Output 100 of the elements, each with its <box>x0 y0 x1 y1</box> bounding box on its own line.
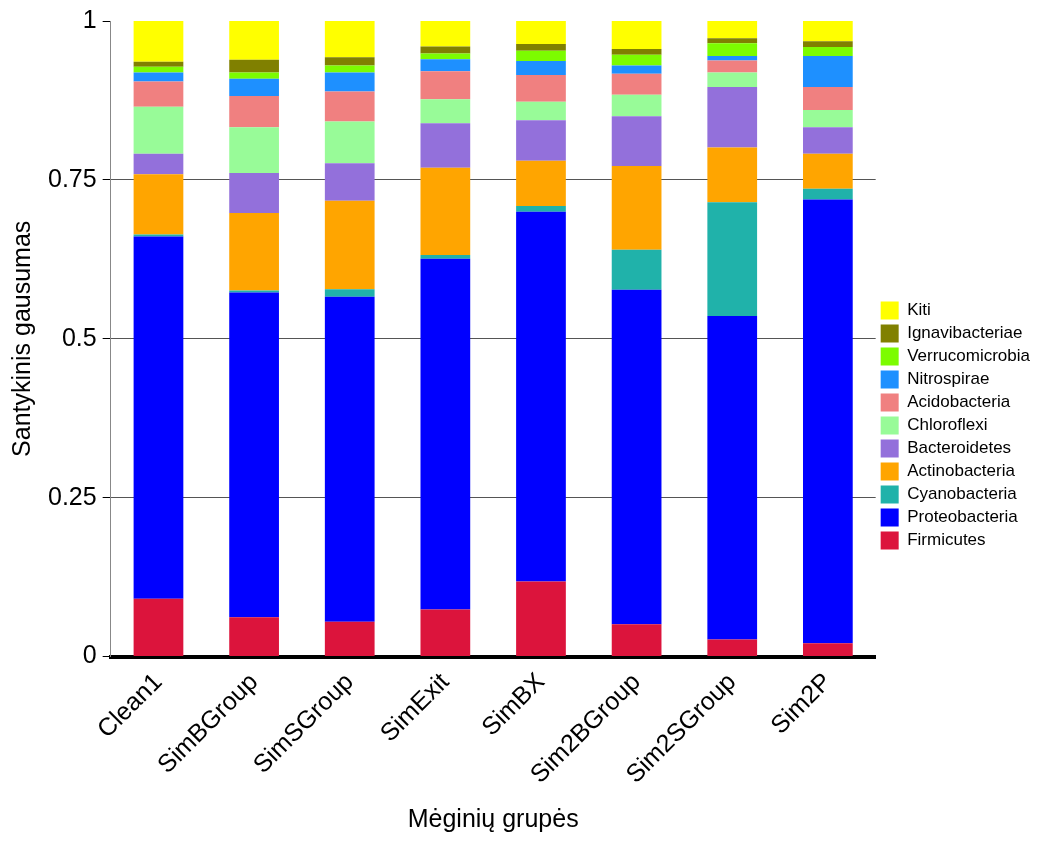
y-tick-label: 0 <box>82 640 97 669</box>
bar <box>324 21 375 58</box>
bar <box>229 127 279 173</box>
bar <box>707 202 758 316</box>
legend-label: Firmicutes <box>907 530 986 550</box>
bar <box>516 61 566 76</box>
bar <box>803 21 853 42</box>
bar <box>420 21 471 47</box>
bar <box>516 581 566 657</box>
bar <box>707 38 758 44</box>
y-tick-label: 0.5 <box>61 322 97 351</box>
bar <box>611 624 662 657</box>
bar <box>420 167 471 255</box>
legend-label: Verrucomicrobia <box>907 346 1031 366</box>
y-axis-title: Santykinis gausumas <box>6 220 35 457</box>
bar <box>133 61 184 67</box>
bar <box>324 289 375 297</box>
bar <box>611 116 662 166</box>
bar <box>707 87 758 148</box>
bar <box>803 47 853 56</box>
bar <box>229 21 279 60</box>
bar <box>324 163 375 201</box>
bar <box>324 72 375 92</box>
bar <box>420 254 471 259</box>
legend-label: Chloroflexi <box>907 415 988 435</box>
bar <box>611 65 662 74</box>
bar <box>803 153 853 189</box>
bar <box>611 165 662 250</box>
legend-label: Acidobacteria <box>907 392 1011 412</box>
bar <box>803 188 853 200</box>
bar <box>420 609 471 657</box>
bar <box>803 199 853 644</box>
bar <box>420 99 471 124</box>
bar <box>324 200 375 290</box>
legend-label: Ignavibacteriae <box>907 323 1023 343</box>
bar <box>516 50 566 62</box>
bar <box>707 639 758 657</box>
legend-label: Cyanobacteria <box>907 484 1018 504</box>
bar <box>133 106 184 154</box>
y-tick-label: 0.25 <box>47 481 97 510</box>
bar <box>707 43 758 56</box>
bar <box>707 60 758 73</box>
bar <box>420 53 471 60</box>
bar <box>229 212 279 291</box>
bar <box>324 621 375 657</box>
bar <box>516 75 566 102</box>
bar <box>133 174 184 235</box>
bar <box>229 617 279 657</box>
bar <box>420 46 471 54</box>
bar <box>420 71 471 100</box>
legend-label: Actinobacteria <box>907 461 1016 481</box>
bar <box>611 94 662 117</box>
bar <box>229 72 279 79</box>
y-tick-label: 0.75 <box>47 163 97 192</box>
legend-label: Bacteroidetes <box>907 438 1012 458</box>
bar <box>324 91 375 122</box>
bar <box>133 72 184 82</box>
bar <box>611 73 662 95</box>
x-axis-title: Mėginių grupės <box>407 803 579 832</box>
bar <box>516 21 566 44</box>
bar <box>803 55 853 88</box>
bar <box>133 236 184 599</box>
bar <box>324 65 375 73</box>
bar <box>516 120 566 161</box>
bar <box>611 289 662 625</box>
bar <box>229 172 279 213</box>
bar <box>420 59 471 72</box>
bar <box>229 78 279 96</box>
bar <box>516 211 566 582</box>
bar <box>133 81 184 107</box>
bar <box>229 96 279 128</box>
bar <box>611 21 662 49</box>
bar <box>707 55 758 61</box>
bar <box>324 296 375 622</box>
y-tick-label: 1 <box>82 4 97 33</box>
bar <box>611 48 662 55</box>
bar <box>324 57 375 66</box>
bar <box>516 160 566 206</box>
bar <box>229 292 279 618</box>
bar <box>420 123 471 168</box>
bar <box>133 21 184 62</box>
bar <box>803 643 853 657</box>
bar <box>707 72 758 88</box>
legend-label: Proteobacteria <box>907 507 1019 527</box>
bar <box>707 147 758 203</box>
bar <box>133 153 184 175</box>
bar <box>803 87 853 110</box>
bar <box>707 21 758 39</box>
bar <box>707 315 758 640</box>
bar <box>324 121 375 164</box>
bar <box>803 109 853 128</box>
bar <box>611 249 662 290</box>
bar <box>229 59 279 73</box>
legend-label: Nitrospirae <box>907 369 990 389</box>
legend-label: Kiti <box>907 300 931 320</box>
bar <box>516 43 566 51</box>
bar <box>516 101 566 121</box>
bar <box>420 258 471 610</box>
bar <box>803 41 853 48</box>
bar <box>516 205 566 212</box>
